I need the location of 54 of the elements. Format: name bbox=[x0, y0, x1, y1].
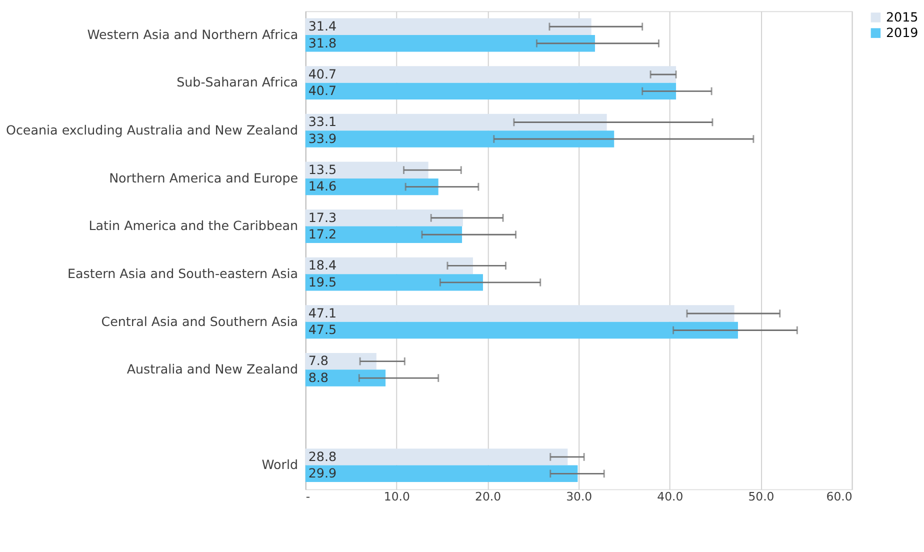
y-tick-label: Sub-Saharan Africa bbox=[176, 74, 298, 90]
bar bbox=[305, 162, 428, 178]
data-label: 17.2 bbox=[308, 226, 337, 242]
y-tick-label: Oceania excluding Australia and New Zealand bbox=[6, 122, 298, 138]
y-tick-label: World bbox=[262, 457, 298, 472]
data-label: 29.9 bbox=[308, 466, 337, 481]
bar bbox=[305, 448, 568, 466]
y-tick-label: Northern America and Europe bbox=[109, 170, 298, 186]
bar bbox=[305, 114, 607, 131]
data-label: 18.4 bbox=[308, 258, 337, 273]
x-tick-label: 50.0 bbox=[748, 489, 774, 504]
bar bbox=[305, 352, 376, 370]
legend-label: 2015 bbox=[886, 9, 918, 24]
x-tick-label: 20.0 bbox=[475, 489, 502, 504]
y-tick-label: Eastern Asia and South-eastern Asia bbox=[68, 266, 298, 281]
data-label: 31.8 bbox=[308, 35, 337, 50]
data-label: 28.8 bbox=[308, 448, 337, 464]
x-tick-label: 60.0 bbox=[826, 489, 852, 504]
bar bbox=[305, 322, 738, 339]
bar bbox=[305, 370, 386, 386]
x-tick-label: - bbox=[306, 489, 310, 504]
bar bbox=[305, 66, 676, 83]
data-label: 31.4 bbox=[308, 18, 337, 34]
data-label: 47.5 bbox=[308, 322, 337, 338]
bar bbox=[305, 130, 614, 148]
bar bbox=[305, 274, 483, 291]
data-label: 47.1 bbox=[308, 305, 337, 320]
data-label: 19.5 bbox=[308, 274, 337, 290]
legend-label: 2019 bbox=[886, 24, 918, 40]
data-label: 13.5 bbox=[308, 162, 337, 177]
data-label: 40.7 bbox=[308, 83, 337, 98]
bar bbox=[305, 465, 578, 482]
data-label: 40.7 bbox=[308, 66, 337, 82]
bar bbox=[305, 18, 592, 36]
data-label: 33.1 bbox=[308, 114, 337, 130]
data-label: 7.8 bbox=[308, 353, 328, 368]
bar bbox=[305, 35, 595, 52]
bar bbox=[305, 210, 463, 226]
x-tick-label: 40.0 bbox=[657, 489, 684, 504]
x-tick-label: 30.0 bbox=[566, 489, 592, 504]
bar bbox=[305, 257, 473, 274]
x-tick-label: 10.0 bbox=[384, 489, 410, 504]
data-label: 17.3 bbox=[308, 210, 337, 225]
y-tick-label: Australia and New Zealand bbox=[126, 362, 298, 377]
y-tick-label: Western Asia and Northern Africa bbox=[87, 26, 298, 42]
data-label: 33.9 bbox=[308, 130, 337, 146]
data-label: 8.8 bbox=[308, 370, 328, 385]
y-tick-label: Central Asia and Southern Asia bbox=[101, 314, 298, 329]
bar bbox=[305, 82, 676, 100]
y-tick-label: Latin America and the Caribbean bbox=[88, 218, 298, 234]
bar bbox=[305, 305, 734, 322]
bar bbox=[305, 178, 438, 196]
bar bbox=[305, 226, 462, 243]
data-label: 14.6 bbox=[308, 178, 337, 194]
